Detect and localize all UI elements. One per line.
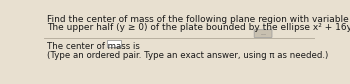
Text: ...: ... <box>260 31 266 36</box>
FancyBboxPatch shape <box>254 30 272 37</box>
Text: .: . <box>122 42 125 51</box>
Text: Find the center of mass of the following plane region with variable density. Des: Find the center of mass of the following… <box>47 15 350 24</box>
Text: The upper half (y ≥ 0) of the plate bounded by the ellipse x² + 16y² = 16 with p: The upper half (y ≥ 0) of the plate boun… <box>47 23 350 32</box>
Bar <box>107 40 121 47</box>
Text: The center of mass is: The center of mass is <box>47 42 142 51</box>
Text: (Type an ordered pair. Type an exact answer, using π as needed.): (Type an ordered pair. Type an exact ans… <box>47 51 328 60</box>
